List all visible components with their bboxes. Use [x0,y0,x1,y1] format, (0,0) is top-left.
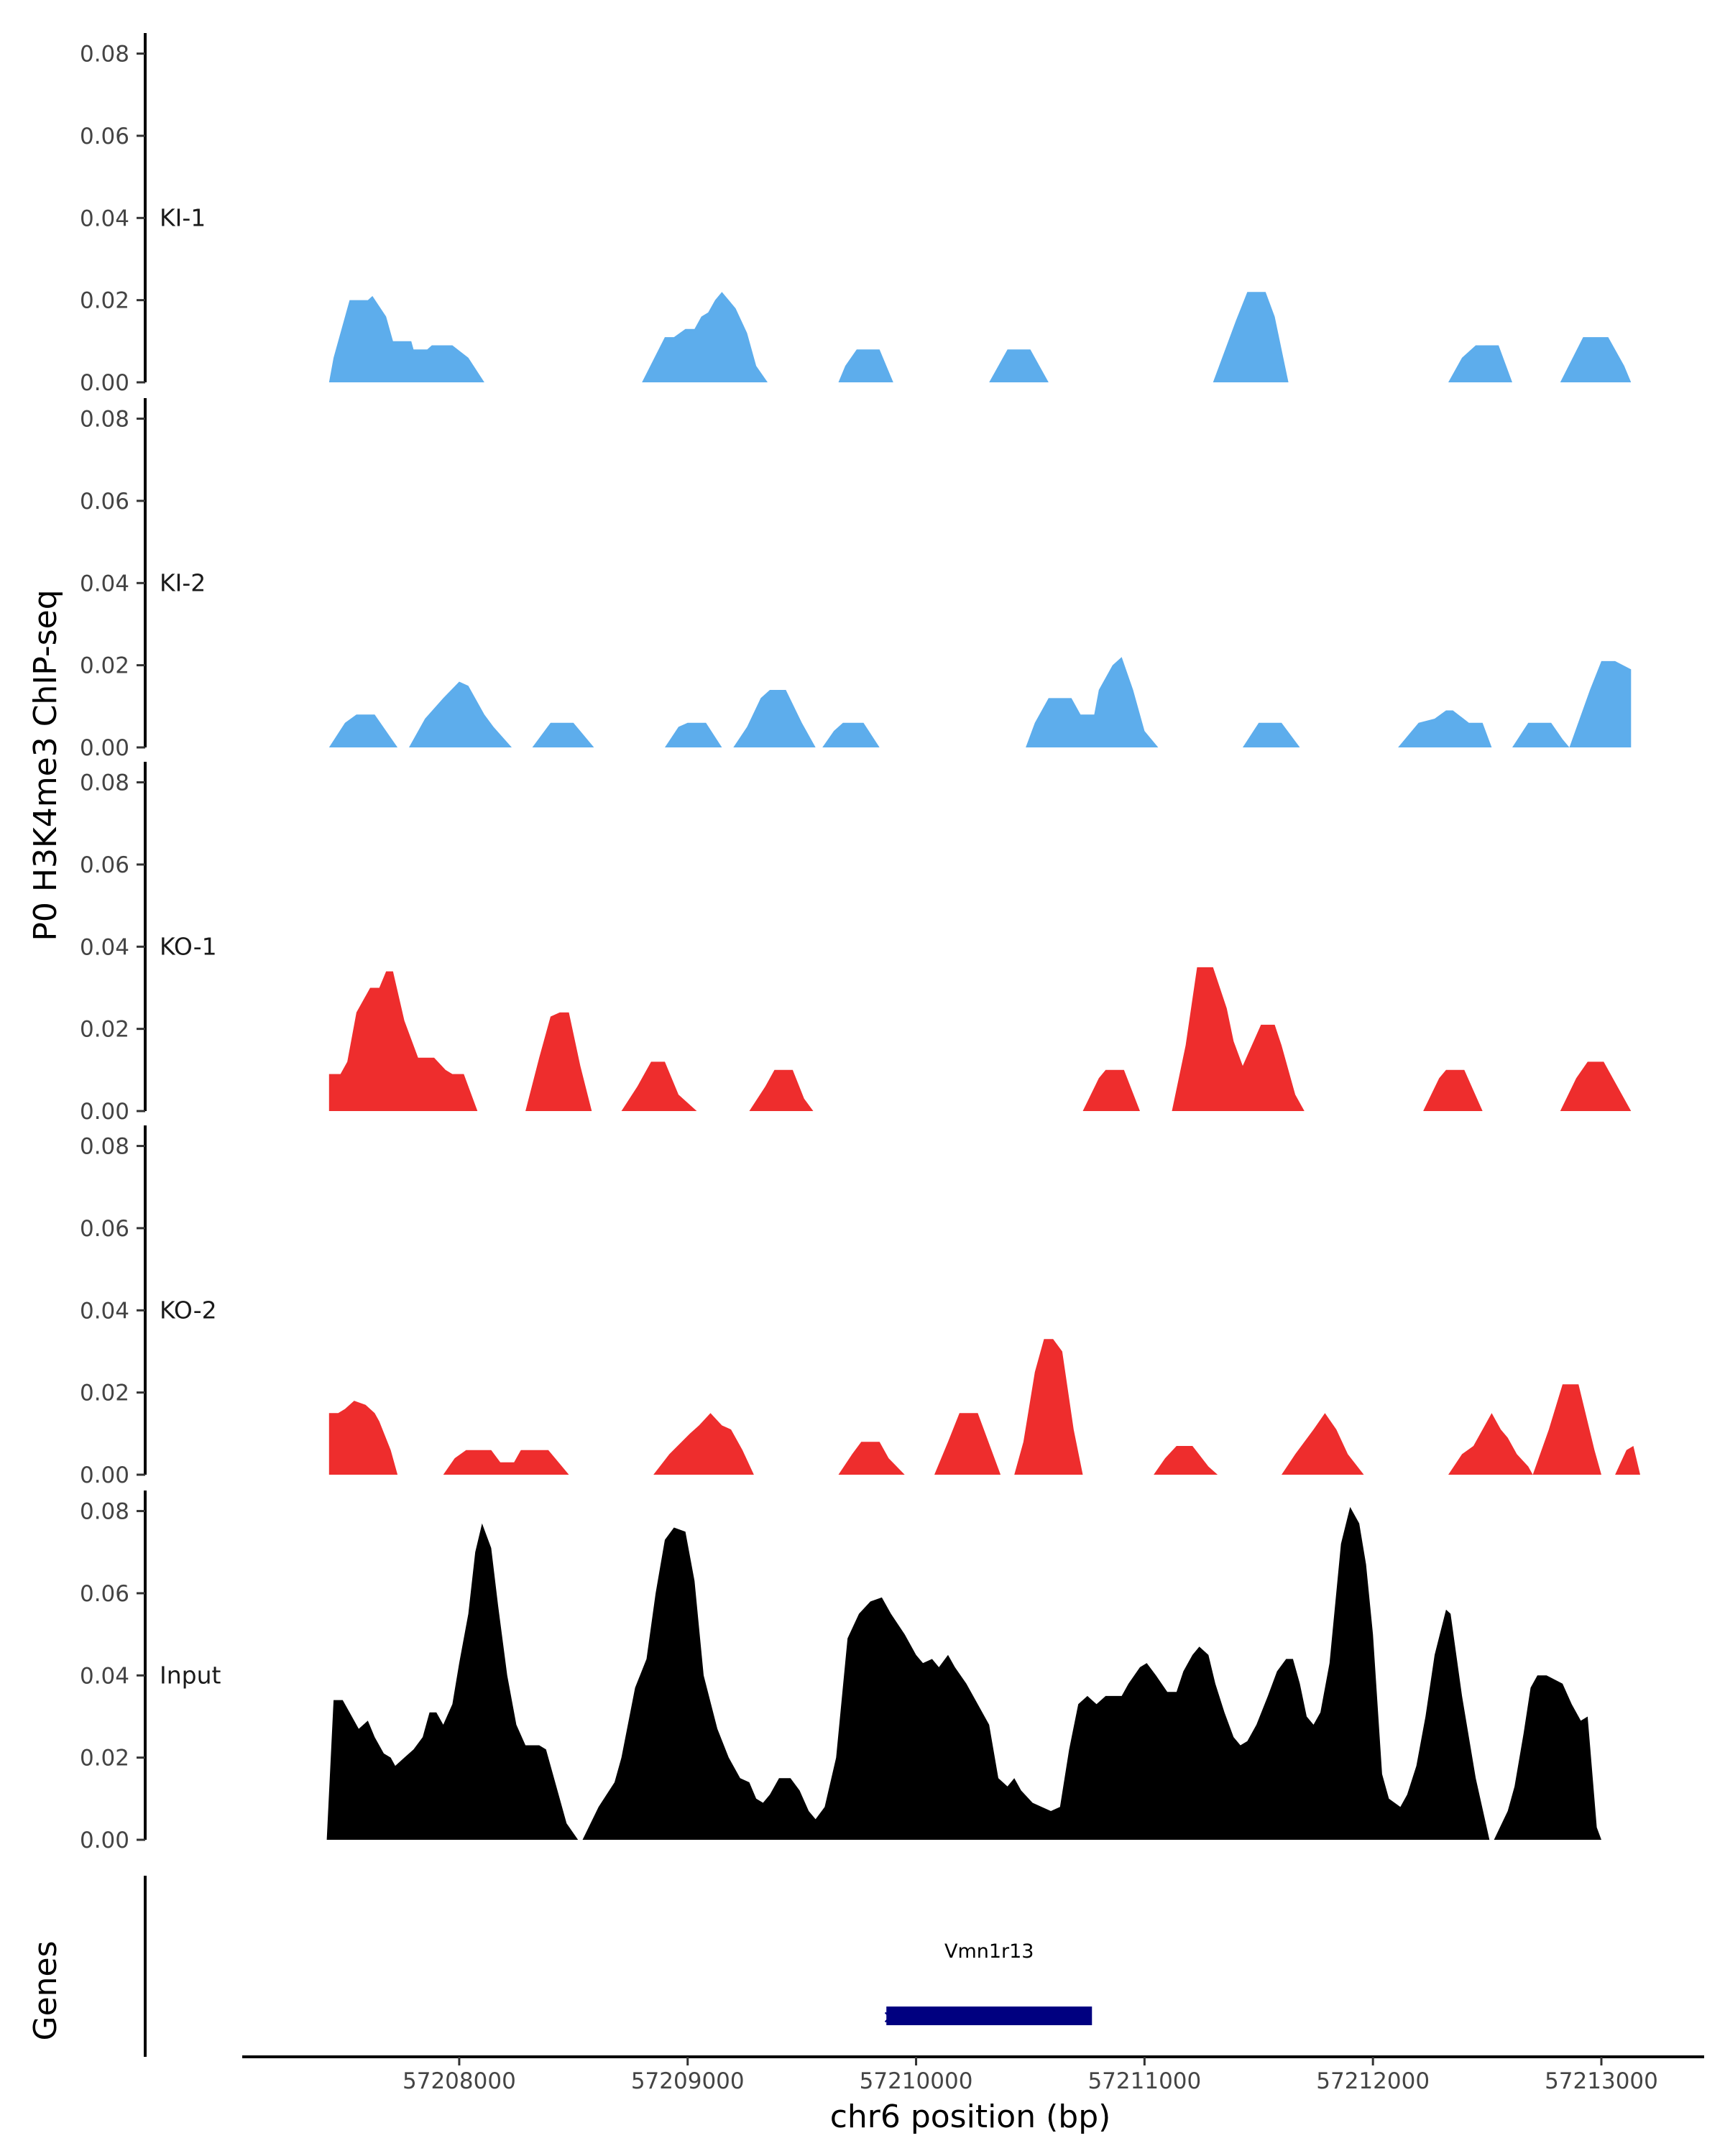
y-tick-label: 0.00 [80,735,129,761]
y-tick-label: 0.04 [80,206,129,231]
y-tick-label: 0.04 [80,1298,129,1324]
y-tick-label: 0.00 [80,1099,129,1125]
gene-track: × Vmn1r13 [144,1876,1092,2057]
signal-area-input [326,1506,1602,1840]
y-tick-label: 0.04 [80,934,129,960]
y-tick-label: 0.06 [80,1216,129,1242]
track-label-ko-1: KO-1 [160,932,217,960]
x-tick-label: 57211000 [1087,2068,1201,2094]
track-label-input: Input [160,1661,221,1689]
x-tick-label: 57208000 [402,2068,516,2094]
y-tick-label: 0.00 [80,1828,129,1853]
y-tick-label: 0.08 [80,1499,129,1525]
y-tick-label: 0.00 [80,370,129,396]
y-tick-label: 0.06 [80,124,129,149]
track-panel-ki-1: 0.00 0.02 0.04 0.06 0.08 KI-1 [80,33,1632,396]
y-tick-label: 0.02 [80,288,129,314]
y-tick-label: 0.00 [80,1462,129,1488]
y-tick-label: 0.02 [80,1381,129,1406]
x-axis-title: chr6 position (bp) [830,2099,1111,2135]
y-tick-label: 0.08 [80,1134,129,1160]
y-tick-label: 0.06 [80,852,129,878]
y-tick-label: 0.06 [80,489,129,515]
track-panel-ki-2: 0.00 0.02 0.04 0.06 0.08 KI-2 [80,398,1632,761]
tracks-layer: 0.00 0.02 0.04 0.06 0.08 KI-1 0.00 0.02 0.04 0.06… [80,33,1640,1853]
y-tick-label: 0.02 [80,1746,129,1772]
signal-area-ko-1 [328,967,1632,1111]
y-tick-label: 0.08 [80,42,129,68]
genes-axis-title: Genes [27,1940,64,2040]
signal-area-ki-2 [328,657,1632,747]
x-axis: 57208000 57209000 57210000 57211000 57212000… [242,2055,1704,2094]
y-axis-title: P0 H3K4me3 ChIP-seq [27,589,64,941]
y-tick-label: 0.02 [80,1017,129,1043]
x-tick-label: 57210000 [860,2068,973,2094]
gene-body [886,2007,1092,2025]
gene-label: Vmn1r13 [944,1940,1034,1963]
gene-strand-marker: × [882,2007,898,2028]
track-label-ko-2: KO-2 [160,1296,217,1324]
y-tick-label: 0.04 [80,1663,129,1689]
y-tick-label: 0.02 [80,653,129,679]
y-tick-label: 0.08 [80,407,129,433]
x-tick-label: 57209000 [631,2068,745,2094]
signal-area-ki-1 [328,292,1632,382]
track-panel-input: 0.00 0.02 0.04 0.06 0.08 Input [80,1491,1602,1853]
signal-area-ko-2 [328,1339,1640,1475]
track-label-ki-1: KI-1 [160,203,206,231]
y-tick-label: 0.08 [80,770,129,796]
track-label-ki-2: KI-2 [160,568,206,596]
x-tick-label: 57213000 [1545,2068,1658,2094]
y-tick-label: 0.06 [80,1581,129,1607]
track-panel-ko-2: 0.00 0.02 0.04 0.06 0.08 KO-2 [80,1125,1640,1488]
x-tick-label: 57212000 [1316,2068,1430,2094]
track-panel-ko-1: 0.00 0.02 0.04 0.06 0.08 KO-1 [80,762,1632,1125]
y-tick-label: 0.04 [80,571,129,596]
